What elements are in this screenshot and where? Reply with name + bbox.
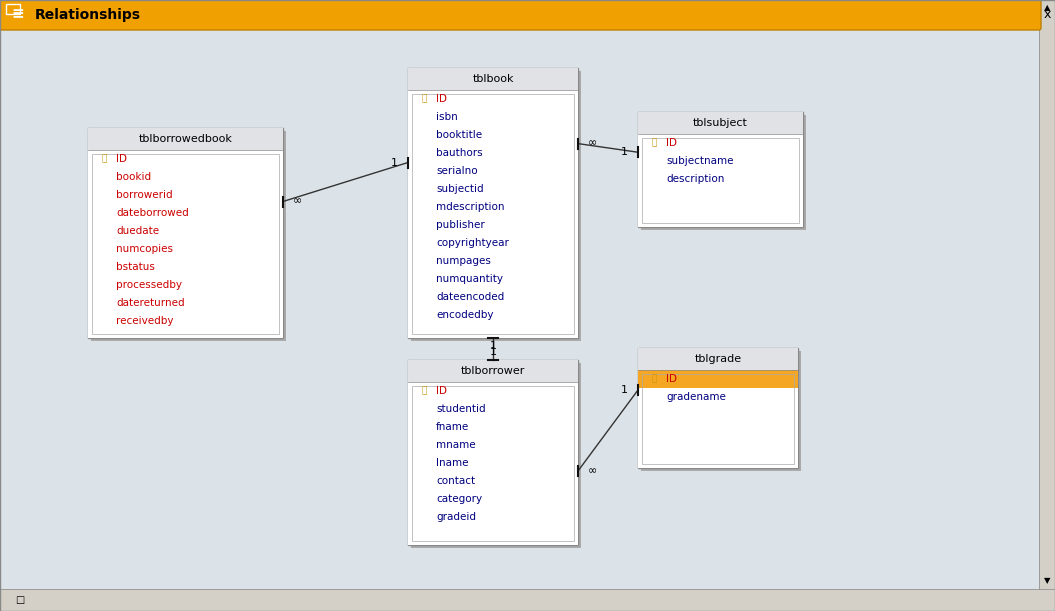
FancyBboxPatch shape xyxy=(0,0,1041,30)
Bar xyxy=(638,134,803,227)
Text: numquantity: numquantity xyxy=(436,274,503,284)
Text: gradename: gradename xyxy=(666,392,726,402)
Text: numpages: numpages xyxy=(436,256,491,266)
Text: contact: contact xyxy=(436,476,475,486)
Bar xyxy=(411,363,581,548)
Text: tblgrade: tblgrade xyxy=(694,354,742,364)
Text: □: □ xyxy=(16,595,24,605)
Text: bookid: bookid xyxy=(116,172,151,182)
Text: booktitle: booktitle xyxy=(436,130,482,140)
Text: mdescription: mdescription xyxy=(436,202,504,212)
Text: subjectname: subjectname xyxy=(666,156,733,166)
Text: serialno: serialno xyxy=(436,166,478,176)
Text: studentid: studentid xyxy=(436,404,485,414)
Text: ID: ID xyxy=(436,94,447,104)
Text: 1: 1 xyxy=(620,147,628,157)
Text: dateborrowed: dateborrowed xyxy=(116,208,189,218)
Bar xyxy=(638,112,803,227)
Text: x: x xyxy=(1043,7,1051,21)
Text: publisher: publisher xyxy=(436,220,484,230)
Bar xyxy=(91,131,286,341)
Text: dateencoded: dateencoded xyxy=(436,292,504,302)
Bar xyxy=(642,374,794,464)
Text: datereturned: datereturned xyxy=(116,298,185,308)
Bar xyxy=(408,360,578,545)
Bar xyxy=(0,589,1055,611)
Bar xyxy=(413,94,574,334)
Bar xyxy=(638,370,798,468)
Text: tblbook: tblbook xyxy=(473,74,514,84)
Bar xyxy=(1039,0,1055,611)
Text: ▼: ▼ xyxy=(1043,577,1050,585)
Text: tblborrower: tblborrower xyxy=(461,366,525,376)
Text: tblsubject: tblsubject xyxy=(693,118,748,128)
Text: duedate: duedate xyxy=(116,226,159,236)
Text: ▲: ▲ xyxy=(1043,4,1050,12)
Bar xyxy=(408,360,578,382)
Text: bstatus: bstatus xyxy=(116,262,155,272)
Text: category: category xyxy=(436,494,482,504)
Bar xyxy=(408,90,578,338)
Text: ⚿: ⚿ xyxy=(421,387,426,395)
Bar xyxy=(408,382,578,545)
Text: tblborrowedbook: tblborrowedbook xyxy=(138,134,232,144)
Text: fname: fname xyxy=(436,422,469,432)
Text: ID: ID xyxy=(666,138,677,148)
Text: Relationships: Relationships xyxy=(35,8,141,22)
Text: ∞: ∞ xyxy=(588,466,597,476)
Text: bauthors: bauthors xyxy=(436,148,482,158)
Text: receivedby: receivedby xyxy=(116,316,173,326)
Text: numcopies: numcopies xyxy=(116,244,173,254)
Bar xyxy=(642,138,799,223)
Text: ⚿: ⚿ xyxy=(651,375,656,384)
Bar xyxy=(88,128,283,338)
Text: 1: 1 xyxy=(490,341,497,351)
Text: 1: 1 xyxy=(620,385,628,395)
Bar xyxy=(638,112,803,134)
Text: gradeid: gradeid xyxy=(436,512,476,522)
Text: ⚿: ⚿ xyxy=(421,95,426,103)
Bar xyxy=(641,351,801,471)
Text: isbn: isbn xyxy=(436,112,458,122)
Bar xyxy=(88,150,283,338)
Text: processedby: processedby xyxy=(116,280,183,290)
Bar xyxy=(411,71,581,341)
Text: ID: ID xyxy=(116,154,127,164)
Bar xyxy=(92,154,279,334)
Text: ∞: ∞ xyxy=(292,197,302,207)
Bar xyxy=(413,386,574,541)
Text: ID: ID xyxy=(666,374,677,384)
Text: copyrightyear: copyrightyear xyxy=(436,238,509,248)
Bar xyxy=(641,115,806,230)
Text: ⚿: ⚿ xyxy=(101,155,107,164)
Text: borrowerid: borrowerid xyxy=(116,190,173,200)
Text: mname: mname xyxy=(436,440,476,450)
Bar xyxy=(408,68,578,338)
Text: 1: 1 xyxy=(490,347,497,357)
Bar xyxy=(408,68,578,90)
Text: 1: 1 xyxy=(390,158,398,167)
Text: ID: ID xyxy=(436,386,447,396)
Text: subjectid: subjectid xyxy=(436,184,483,194)
Text: lname: lname xyxy=(436,458,468,468)
Text: ≡: ≡ xyxy=(12,7,24,21)
Bar xyxy=(638,370,798,388)
Text: description: description xyxy=(666,174,725,184)
Bar xyxy=(6,4,20,14)
Text: encodedby: encodedby xyxy=(436,310,494,320)
Bar xyxy=(638,348,798,370)
Bar xyxy=(88,128,283,150)
Text: ⚿: ⚿ xyxy=(651,139,656,147)
Text: ∞: ∞ xyxy=(588,139,597,148)
Bar xyxy=(638,348,798,468)
